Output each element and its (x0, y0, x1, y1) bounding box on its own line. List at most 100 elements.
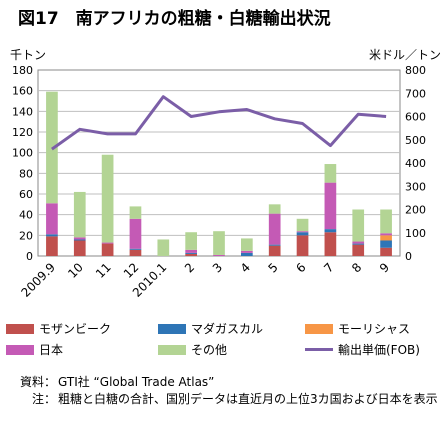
bar-segment (380, 233, 392, 236)
plot-frame (37, 69, 401, 257)
bar-segment (324, 229, 337, 233)
legend-line-swatch (305, 348, 333, 351)
bar-segment (296, 232, 309, 236)
right-tick-label: 0 (405, 250, 412, 263)
bar-segment (101, 242, 114, 244)
x-tick-label: 2009.9 (18, 260, 58, 300)
bar-segment (380, 235, 392, 241)
legend-label: 輸出単価(FOB) (338, 343, 420, 357)
bar-segment (296, 231, 309, 233)
bar-segment (268, 213, 281, 245)
bar-segment (352, 209, 365, 242)
figure-title: 図17 南アフリカの粗糖・白糖輸出状況 (18, 9, 331, 29)
x-tick-label: 11 (93, 260, 114, 281)
left-tick-label: 160 (12, 85, 33, 98)
x-tick-label: 12 (121, 260, 142, 281)
left-tick-label: 140 (12, 105, 33, 118)
legend-swatch (158, 323, 186, 334)
x-tick-label: 9 (377, 260, 392, 275)
left-tick-label: 120 (12, 126, 33, 139)
bar-segment (185, 252, 198, 254)
bar-segment (296, 235, 309, 256)
right-tick-label: 600 (405, 111, 426, 124)
x-tick-label: 8 (349, 260, 364, 275)
right-tick-label: 800 (405, 64, 426, 77)
bar-segment (185, 253, 198, 256)
bar-segment (380, 209, 392, 234)
bar-segment (185, 249, 198, 253)
right-tick-label: 100 (405, 227, 426, 240)
bar-segment (157, 239, 170, 256)
bar-segment (240, 252, 253, 256)
x-tick-label: 6 (293, 260, 308, 275)
source-note: 資料： GTI社 “Global Trade Atlas” (6, 374, 438, 391)
bar-segment (129, 218, 142, 249)
bar-segment (352, 244, 365, 256)
bar-segment (240, 250, 253, 253)
bar-segment (101, 243, 114, 256)
right-tick-label: 200 (405, 204, 426, 217)
note-label: 資料： (19, 375, 56, 389)
legend-label: モザンビーク (39, 322, 112, 336)
bar-segment (46, 203, 58, 235)
bar-segment (324, 164, 337, 183)
left-tick-label: 20 (19, 229, 33, 242)
right-tick-label: 400 (405, 157, 426, 170)
legend-swatch (6, 323, 34, 334)
bar-segment (380, 240, 392, 248)
x-tick-label: 10 (65, 260, 86, 281)
legend-swatch (158, 344, 186, 355)
left-tick-label: 0 (26, 250, 33, 263)
bar-segment (73, 191, 86, 238)
bar-segment (129, 249, 142, 256)
legend-item-unit-price: 輸出単価(FOB) (305, 341, 420, 358)
legend-label: その他 (191, 343, 228, 357)
legend-label: マダガスカル (191, 322, 264, 336)
right-tick-label: 500 (405, 134, 426, 147)
left-axis-label: 千トン (10, 48, 46, 62)
bar-segment (73, 237, 86, 240)
legend-item-japan: 日本 (6, 341, 63, 358)
legend-swatch (305, 323, 333, 334)
legend-item-madagascar: マダガスカル (158, 320, 263, 337)
left-tick-label: 40 (19, 209, 33, 222)
bar-segment (352, 241, 365, 244)
bar-segment (380, 247, 392, 256)
left-tick-label: 80 (19, 167, 33, 180)
bar-segment (213, 231, 225, 255)
legend-label: モーリシャス (338, 322, 411, 336)
bar-segment (46, 234, 58, 237)
footnote: 注： 粗糖と白糖の合計、国別データは直近月の上位3カ国および日本を表示 (6, 391, 438, 408)
bar-segment (268, 244, 281, 246)
left-tick-label: 100 (12, 147, 33, 160)
bar-segment (129, 206, 142, 219)
notes: 資料： GTI社 “Global Trade Atlas” 注： 粗糖と白糖の合… (6, 374, 438, 408)
left-tick-label: 180 (12, 64, 33, 77)
legend-item-mozambique: モザンビーク (6, 320, 111, 337)
x-tick-label: 2 (182, 260, 197, 275)
bar-segment (296, 218, 309, 232)
bar-segment (73, 240, 86, 256)
bar-segment (268, 245, 281, 256)
left-tick-label: 60 (19, 188, 33, 201)
x-tick-label: 5 (266, 260, 281, 275)
bar-segment (268, 204, 281, 214)
legend-swatch (6, 344, 34, 355)
x-tick-label: 4 (238, 260, 253, 275)
bar-segment (324, 232, 337, 256)
bar-segment (352, 243, 365, 245)
bar-segment (213, 254, 225, 256)
bar-segment (185, 232, 198, 250)
bar-segment (129, 248, 142, 250)
right-tick-label: 300 (405, 180, 426, 193)
legend-item-other: その他 (158, 341, 227, 358)
chart: 0 20 40 60 80 100 120 140 160 180 0 100 200 300 400 500… (10, 48, 441, 300)
legend-item-mauritius: モーリシャス (305, 320, 410, 337)
bar-segment (324, 182, 337, 230)
note-label: 注： (31, 392, 56, 406)
bar-segment (46, 236, 58, 256)
bar-segment (73, 239, 86, 241)
bar-segment (240, 238, 253, 251)
x-tick-label: 3 (210, 260, 225, 275)
legend-label: 日本 (39, 343, 64, 357)
